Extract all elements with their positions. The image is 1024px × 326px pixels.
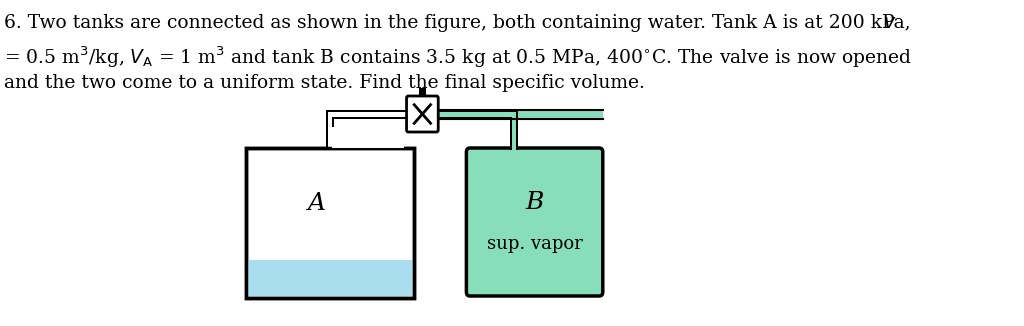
Bar bbox=[330, 111, 409, 116]
Bar bbox=[328, 114, 332, 148]
FancyBboxPatch shape bbox=[407, 96, 438, 132]
Bar bbox=[436, 110, 514, 118]
Text: = 0.5 m$^{3}$/kg, $V_{\mathrm{A}}$ = 1 m$^{3}$ and tank B contains 3.5 kg at 0.5: = 0.5 m$^{3}$/kg, $V_{\mathrm{A}}$ = 1 m… bbox=[4, 44, 912, 69]
Text: $v$: $v$ bbox=[883, 14, 896, 32]
Bar bbox=[419, 88, 426, 98]
Bar bbox=[436, 111, 514, 116]
Text: B: B bbox=[525, 191, 544, 214]
Bar bbox=[510, 114, 518, 150]
FancyBboxPatch shape bbox=[466, 148, 603, 296]
Text: 6. Two tanks are connected as shown in the figure, both containing water. Tank A: 6. Two tanks are connected as shown in t… bbox=[4, 14, 918, 32]
Bar bbox=[436, 110, 603, 118]
Bar bbox=[330, 110, 409, 118]
Bar bbox=[326, 110, 334, 118]
Bar bbox=[326, 114, 334, 148]
Bar bbox=[332, 126, 403, 148]
Text: A: A bbox=[307, 192, 326, 215]
Text: sup. vapor: sup. vapor bbox=[486, 235, 583, 253]
Text: and the two come to a uniform state. Find the final specific volume.: and the two come to a uniform state. Fin… bbox=[4, 74, 645, 92]
Bar bbox=[247, 148, 414, 298]
Bar bbox=[512, 114, 516, 150]
Bar bbox=[248, 260, 412, 296]
Bar bbox=[512, 111, 516, 116]
Bar bbox=[510, 110, 518, 118]
Bar bbox=[247, 148, 414, 298]
Bar bbox=[328, 111, 332, 116]
